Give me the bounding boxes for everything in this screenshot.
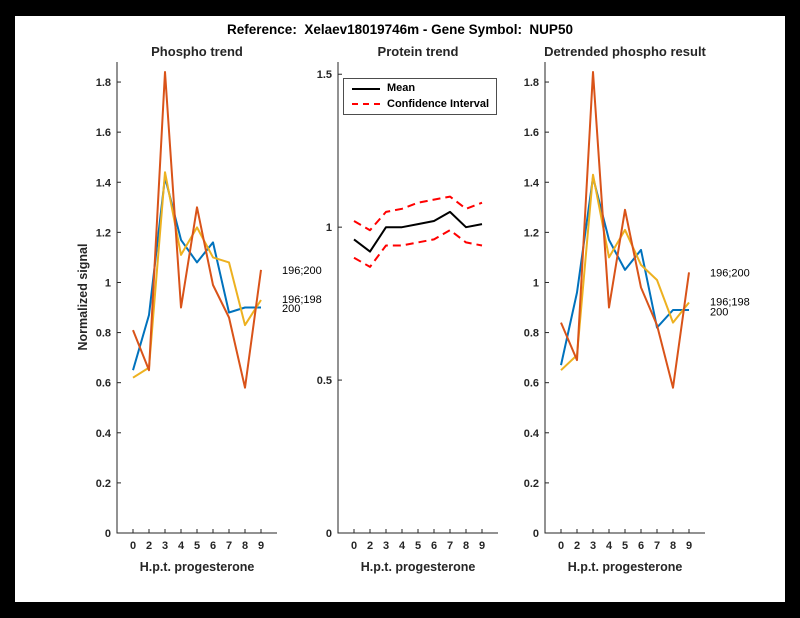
x-tick-label: 0 <box>130 540 136 552</box>
x-tick-label: 6 <box>210 540 216 552</box>
x-tick-label: 4 <box>399 540 406 552</box>
end-label-196-198: 196;198 <box>282 294 322 306</box>
x-tick-label: 7 <box>226 540 232 552</box>
y-tick-label: 0.6 <box>96 378 111 390</box>
line-196-198 <box>132 171 262 379</box>
panel-1: 00.511.50 2 3 4 5 6 7 8 9 <box>317 62 498 552</box>
y-tick-label: 0.8 <box>96 328 111 340</box>
y-tick-label: 0.8 <box>524 328 539 340</box>
end-label-196-200: 196;200 <box>282 265 322 277</box>
legend: Mean Confidence Interval <box>343 78 497 115</box>
end-label-200: 200 <box>710 306 728 318</box>
y-tick-label: 0 <box>533 528 539 540</box>
y-tick-label: 1.2 <box>524 227 539 239</box>
end-label-196-198: 196;198 <box>710 296 750 308</box>
x-tick-label: 9 <box>258 540 264 552</box>
panel-title-phospho-trend: Phospho trend <box>151 44 243 59</box>
x-tick-label: 3 <box>590 540 596 552</box>
x-tick-label: 5 <box>415 540 421 552</box>
legend-label-confidence-interval: Confidence Interval <box>387 97 490 110</box>
legend-label-mean: Mean <box>387 82 416 95</box>
axes-spines <box>116 62 277 534</box>
y-tick-label: 1.8 <box>96 77 111 89</box>
y-tick-label: 1.6 <box>96 127 111 139</box>
x-tick-label: 0 <box>351 540 357 552</box>
x-tick-label: 6 <box>431 540 437 552</box>
x-tick-label: 7 <box>447 540 453 552</box>
x-tick-label: 2 <box>367 540 373 552</box>
axes-spines <box>544 62 705 534</box>
y-tick-label: 0.6 <box>524 378 539 390</box>
panel-title-detrended-result: Detrended phospho result <box>544 44 706 59</box>
y-axis-label: Normalized signal <box>76 243 90 351</box>
x-tick-label: 4 <box>606 540 613 552</box>
y-tick-label: 1.4 <box>96 177 112 189</box>
x-axis-label-right: H.p.t. progesterone <box>567 560 683 574</box>
x-tick-label: 5 <box>194 540 200 552</box>
panel-title-protein-trend: Protein trend <box>377 44 459 59</box>
x-tick-label: 3 <box>162 540 168 552</box>
x-tick-label: 2 <box>574 540 580 552</box>
figure-title: Reference: Xelaev18019746m - Gene Symbol… <box>227 22 573 37</box>
end-label-200: 200 <box>282 303 300 315</box>
line-200 <box>560 176 689 366</box>
line-196-200 <box>132 71 262 389</box>
legend-row-confidence-interval: Confidence Interval <box>344 97 496 111</box>
end-label-196-200: 196;200 <box>710 267 750 279</box>
x-tick-label: 8 <box>242 540 248 552</box>
legend-row-mean: Mean <box>344 82 496 96</box>
y-tick-label: 1.8 <box>524 77 539 89</box>
y-tick-label: 0.4 <box>96 428 112 440</box>
y-tick-label: 0 <box>326 528 332 540</box>
y-tick-label: 0 <box>105 528 111 540</box>
y-tick-label: 1.5 <box>317 69 332 81</box>
line-196-200 <box>560 71 690 389</box>
mean-line <box>353 210 483 253</box>
x-tick-label: 4 <box>178 540 185 552</box>
x-tick-label: 0 <box>558 540 564 552</box>
plot-canvas: 00.20.40.60.811.21.41.61.80 2 3 4 5 6 7 8 9196;2… <box>96 62 750 552</box>
panel-2: 00.20.40.60.811.21.41.61.80 2 3 4 5 6 7 8 9196;2… <box>524 62 750 552</box>
axes-spines <box>337 62 498 534</box>
mean-line-sample-icon <box>352 87 380 90</box>
line-196-198 <box>560 173 690 371</box>
y-tick-label: 0.2 <box>524 478 539 490</box>
x-tick-label: 8 <box>463 540 469 552</box>
y-tick-label: 0.2 <box>96 478 111 490</box>
y-tick-label: 1 <box>326 222 332 234</box>
line-200 <box>132 176 261 371</box>
x-tick-label: 3 <box>383 540 389 552</box>
x-tick-label: 9 <box>686 540 692 552</box>
y-tick-label: 1.2 <box>96 227 111 239</box>
x-tick-label: 2 <box>146 540 152 552</box>
y-tick-label: 0.4 <box>524 428 540 440</box>
x-tick-label: 6 <box>638 540 644 552</box>
x-tick-label: 8 <box>670 540 676 552</box>
ci-lower-line <box>353 229 483 268</box>
panel-0: 00.20.40.60.811.21.41.61.80 2 3 4 5 6 7 8 9196;2… <box>96 62 322 552</box>
x-tick-label: 9 <box>479 540 485 552</box>
x-tick-label: 5 <box>622 540 628 552</box>
ci-upper-line <box>353 195 483 232</box>
y-tick-label: 1 <box>105 277 111 289</box>
x-axis-label-left: H.p.t. progesterone <box>139 560 255 574</box>
y-tick-label: 1.6 <box>524 127 539 139</box>
x-tick-label: 7 <box>654 540 660 552</box>
y-tick-label: 0.5 <box>317 375 332 387</box>
confidence-interval-line-sample-icon <box>352 103 380 106</box>
figure-window: Reference: Xelaev18019746m - Gene Symbol… <box>15 16 785 602</box>
y-tick-label: 1 <box>533 277 539 289</box>
x-axis-label-middle: H.p.t. progesterone <box>360 560 476 574</box>
y-tick-label: 1.4 <box>524 177 540 189</box>
